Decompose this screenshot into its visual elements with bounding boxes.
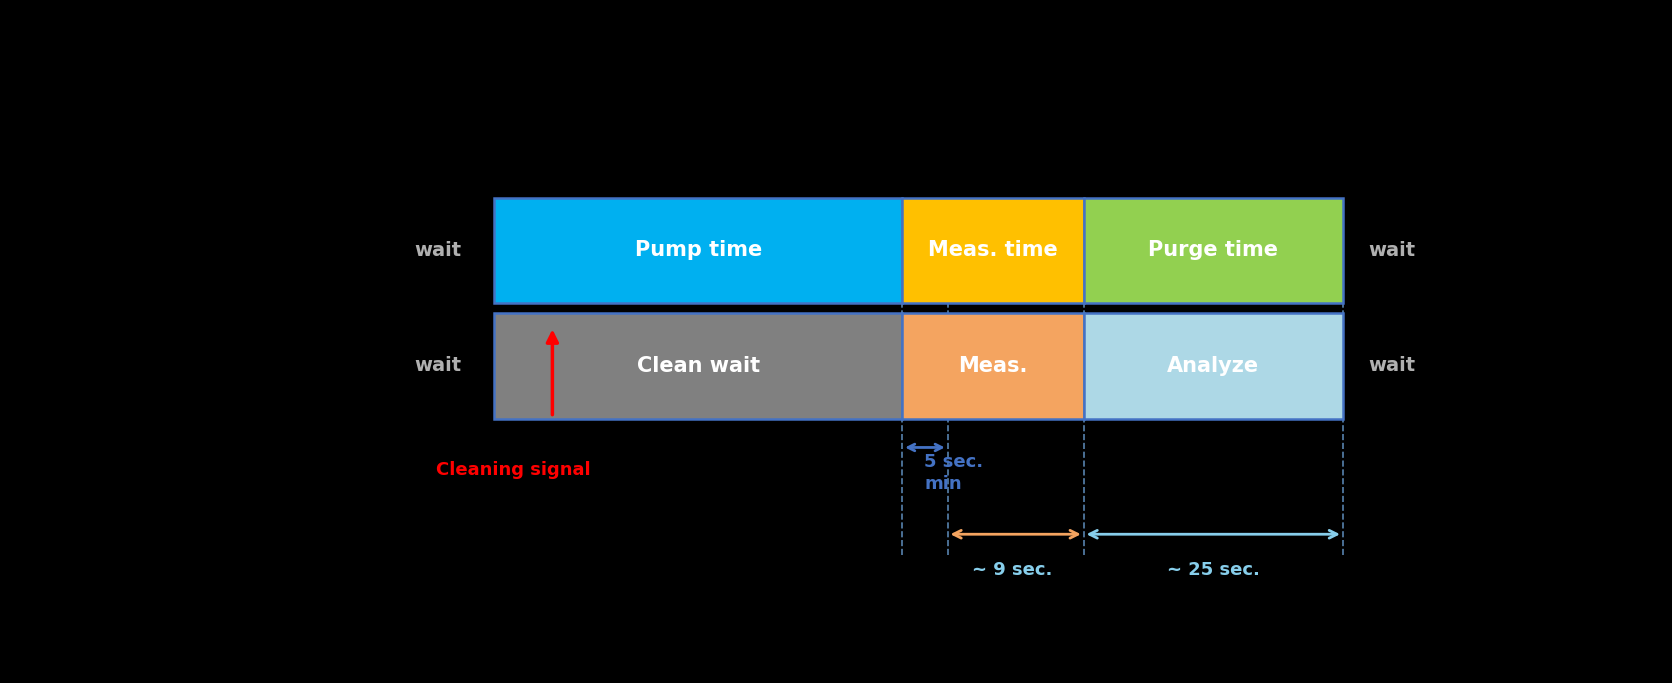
Text: Meas. time: Meas. time — [928, 240, 1058, 260]
Text: wait: wait — [415, 240, 461, 260]
Text: Meas.: Meas. — [958, 356, 1028, 376]
Text: Analyze: Analyze — [1167, 356, 1259, 376]
Text: Purge time: Purge time — [1149, 240, 1279, 260]
Text: wait: wait — [1369, 357, 1416, 376]
Text: 5 sec.
min: 5 sec. min — [925, 453, 983, 493]
Text: Pump time: Pump time — [635, 240, 762, 260]
Text: wait: wait — [415, 357, 461, 376]
Bar — [495, 197, 903, 303]
Bar — [1083, 197, 1343, 303]
Bar — [1083, 313, 1343, 419]
Text: Clean wait: Clean wait — [637, 356, 759, 376]
Text: ~ 9 sec.: ~ 9 sec. — [971, 561, 1053, 579]
Bar — [495, 313, 903, 419]
Text: Cleaning signal: Cleaning signal — [436, 460, 590, 479]
Bar — [903, 197, 1083, 303]
Text: ~ 25 sec.: ~ 25 sec. — [1167, 561, 1259, 579]
Text: wait: wait — [1369, 240, 1416, 260]
Bar — [903, 313, 1083, 419]
